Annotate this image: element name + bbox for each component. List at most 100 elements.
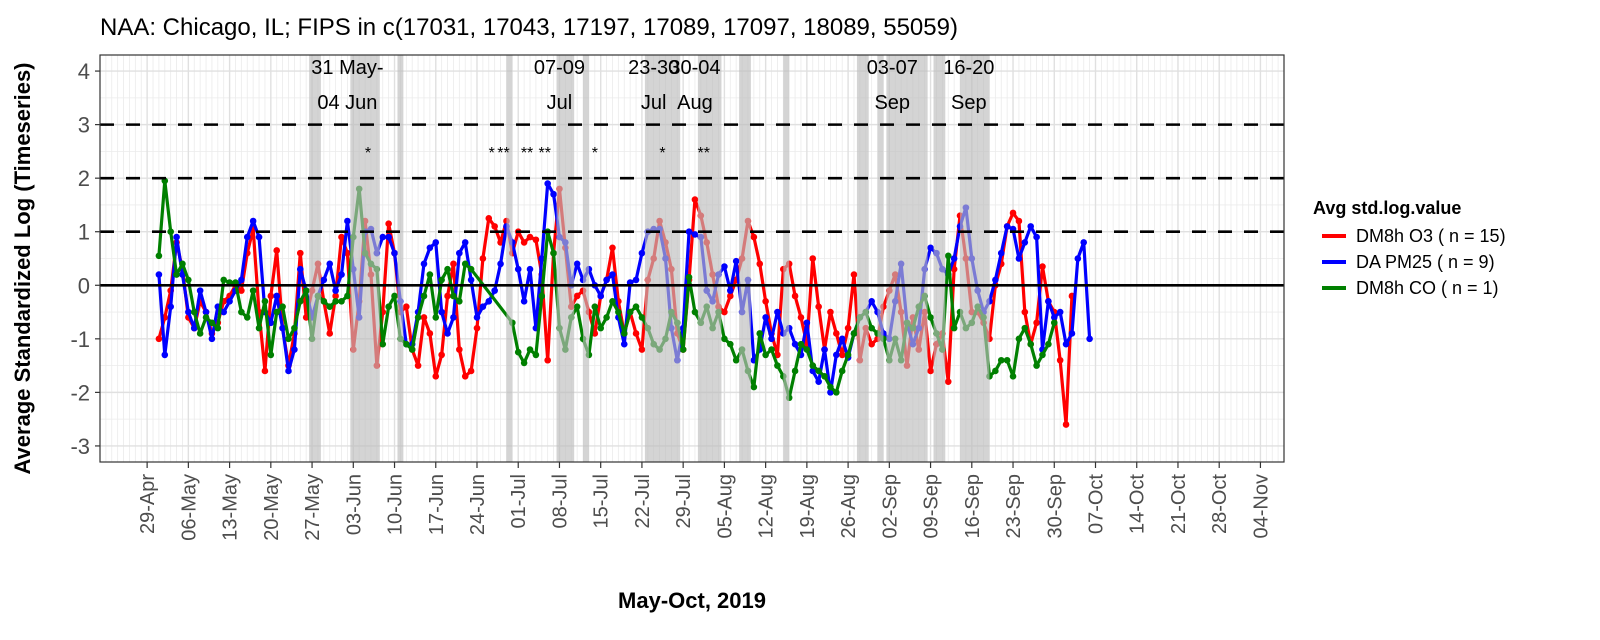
data-point bbox=[632, 330, 640, 337]
data-point bbox=[615, 308, 622, 316]
significance-asterisk: * bbox=[659, 145, 665, 162]
data-point bbox=[721, 335, 728, 343]
legend-label: DA PM25 ( n = 9) bbox=[1356, 252, 1495, 272]
data-point bbox=[638, 249, 646, 257]
shaded-period bbox=[783, 55, 790, 462]
data-point bbox=[520, 239, 528, 246]
x-tick-label: 04-Nov bbox=[1250, 474, 1272, 538]
data-point bbox=[679, 346, 687, 353]
legend-entry: DA PM25 ( n = 9) bbox=[1322, 252, 1495, 272]
data-point bbox=[597, 292, 604, 300]
data-point bbox=[173, 271, 180, 278]
data-point bbox=[167, 228, 174, 236]
period-annotation-label: 31 May- bbox=[311, 57, 383, 79]
data-point bbox=[296, 249, 304, 257]
data-point bbox=[426, 244, 434, 252]
data-point bbox=[461, 239, 469, 246]
shaded-period bbox=[886, 55, 928, 462]
data-point bbox=[1015, 255, 1023, 262]
data-point bbox=[768, 335, 775, 343]
data-point bbox=[797, 314, 805, 321]
data-point bbox=[426, 271, 434, 278]
data-point bbox=[833, 389, 840, 396]
data-point bbox=[597, 324, 604, 332]
y-axis-title: Average Standardized Log (Timeseries) bbox=[10, 62, 35, 474]
x-tick-label: 30-Sep bbox=[1044, 474, 1066, 539]
data-point bbox=[326, 260, 334, 268]
data-point bbox=[438, 351, 445, 359]
data-point bbox=[344, 292, 351, 300]
data-point bbox=[1039, 351, 1046, 359]
x-tick-label: 20-May bbox=[261, 474, 283, 541]
data-point bbox=[609, 298, 616, 305]
period-annotation-label: 23-30 bbox=[628, 57, 679, 79]
data-point bbox=[620, 330, 628, 337]
data-point bbox=[868, 298, 875, 305]
data-point bbox=[762, 351, 769, 359]
data-point bbox=[850, 271, 858, 278]
period-annotation-label: Sep bbox=[874, 92, 910, 114]
data-point bbox=[1021, 308, 1029, 316]
data-point bbox=[721, 263, 728, 270]
data-point bbox=[838, 335, 846, 343]
significance-asterisk: ** bbox=[539, 145, 551, 162]
legend-label: DM8h O3 ( n = 15) bbox=[1356, 226, 1506, 246]
data-point bbox=[762, 298, 769, 305]
shaded-period bbox=[856, 55, 869, 462]
data-point bbox=[338, 298, 345, 305]
data-point bbox=[167, 303, 174, 310]
data-point bbox=[927, 244, 934, 252]
data-point bbox=[950, 324, 958, 332]
data-point bbox=[326, 303, 334, 310]
data-point bbox=[267, 292, 275, 300]
data-point bbox=[538, 292, 546, 300]
period-annotation-label: Jul bbox=[641, 92, 667, 114]
data-point bbox=[267, 319, 275, 327]
data-point bbox=[444, 265, 451, 273]
data-point bbox=[344, 249, 351, 257]
data-point bbox=[220, 308, 228, 316]
data-point bbox=[750, 233, 758, 241]
data-point bbox=[432, 314, 440, 321]
data-point bbox=[944, 252, 952, 260]
y-tick-label: -3 bbox=[70, 434, 90, 459]
data-point bbox=[291, 346, 298, 353]
data-point bbox=[491, 223, 498, 230]
data-point bbox=[815, 303, 822, 310]
y-tick-label: -1 bbox=[70, 327, 90, 352]
period-annotation-label: Jul bbox=[547, 92, 573, 114]
x-tick-label: 12-Aug bbox=[756, 474, 778, 539]
data-point bbox=[809, 255, 817, 262]
x-tick-label: 23-Sep bbox=[1003, 474, 1025, 539]
data-point bbox=[220, 276, 228, 284]
x-tick-label: 29-Apr bbox=[137, 474, 159, 534]
x-tick-label: 13-May bbox=[220, 474, 242, 541]
period-annotation-label: 03-07 bbox=[867, 57, 918, 79]
data-point bbox=[338, 233, 345, 241]
reference-lines bbox=[100, 123, 1284, 287]
x-tick-label: 17-Jun bbox=[426, 474, 448, 535]
data-point bbox=[243, 233, 251, 241]
y-tick-label: 0 bbox=[78, 273, 90, 298]
significance-asterisk: * bbox=[592, 145, 598, 162]
x-tick-label: 24-Jun bbox=[467, 474, 489, 535]
data-point bbox=[526, 265, 534, 273]
data-point bbox=[756, 330, 764, 337]
data-point bbox=[414, 314, 422, 321]
data-point bbox=[285, 335, 292, 343]
data-point bbox=[573, 292, 581, 300]
data-point bbox=[532, 236, 540, 244]
data-point bbox=[1050, 314, 1058, 321]
data-point bbox=[514, 265, 522, 273]
x-tick-label: 08-Jul bbox=[549, 474, 571, 528]
data-point bbox=[214, 324, 222, 332]
period-annotation-label: Aug bbox=[677, 92, 713, 114]
data-point bbox=[1074, 255, 1082, 262]
x-tick-label: 28-Oct bbox=[1209, 474, 1231, 534]
data-point bbox=[726, 292, 734, 300]
data-point bbox=[450, 292, 457, 300]
data-point bbox=[285, 367, 292, 375]
data-point bbox=[1033, 233, 1040, 241]
data-point bbox=[467, 276, 475, 284]
data-point bbox=[732, 257, 740, 265]
